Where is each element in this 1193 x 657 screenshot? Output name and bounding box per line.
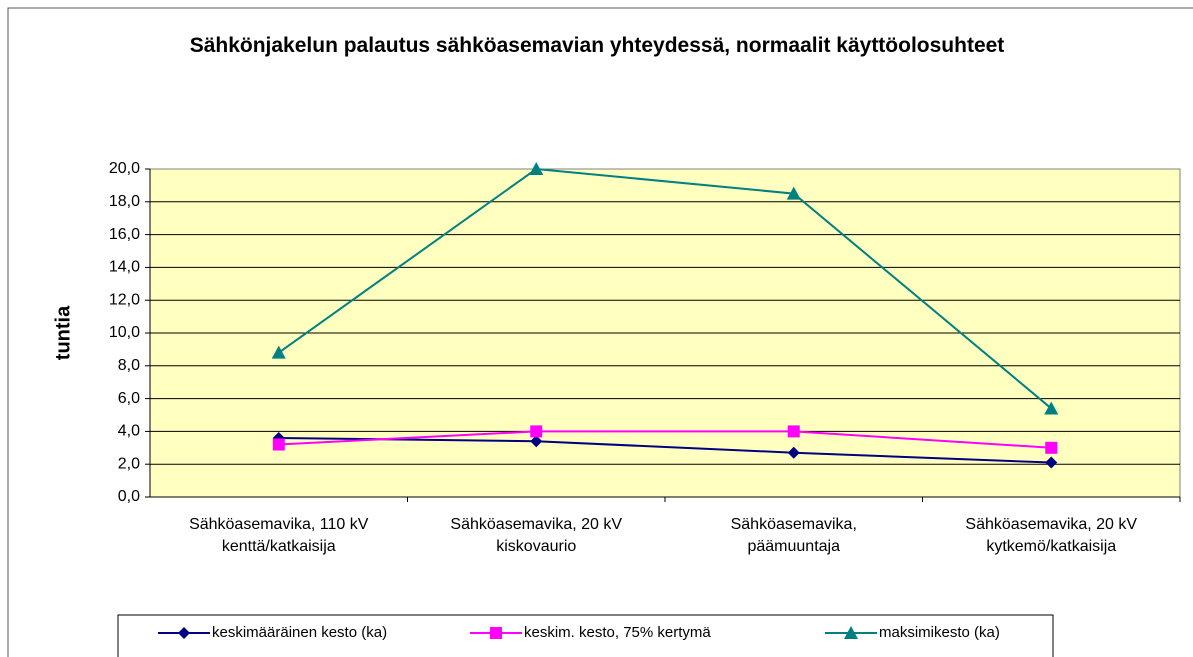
x-tick-label: Sähköasemavika, 110 kV (189, 516, 369, 533)
marker (844, 626, 858, 639)
marker (272, 438, 285, 451)
x-tick-label: päämuuntaja (747, 538, 840, 555)
y-tick-label: 14,0 (109, 259, 140, 276)
y-tick-label: 10,0 (109, 324, 140, 341)
y-axis-label: tuntia (52, 305, 74, 360)
series-line (278, 167, 1052, 410)
y-tick-label: 6,0 (118, 390, 140, 407)
marker (530, 435, 543, 448)
y-tick-label: 18,0 (109, 193, 140, 210)
legend-label: keskim. kesto, 75% kertymä (524, 624, 711, 641)
marker (530, 425, 543, 438)
marker (271, 345, 286, 359)
marker (490, 627, 502, 639)
x-tick-label: kiskovaurio (496, 538, 576, 555)
y-tick-label: 16,0 (109, 226, 140, 243)
legend-label: keskimääräinen kesto (ka) (212, 624, 387, 641)
y-tick-label: 8,0 (118, 357, 140, 374)
chart-title: Sähkönjakelun palautus sähköasemavian yh… (189, 34, 1005, 57)
marker (786, 186, 801, 200)
y-tick-label: 20,0 (109, 160, 140, 177)
marker (1044, 401, 1059, 415)
y-tick-label: 0,0 (118, 488, 140, 505)
marker (1045, 441, 1058, 454)
marker (1045, 456, 1058, 469)
marker (529, 162, 544, 175)
x-tick-label: kytkemö/katkaisija (986, 538, 1116, 555)
marker (787, 425, 800, 438)
x-tick-label: kenttä/katkaisija (222, 538, 336, 555)
x-tick-label: Sähköasemavika, 20 kV (965, 516, 1137, 533)
series-line (278, 436, 1052, 464)
marker (787, 446, 800, 459)
series-line (278, 430, 1052, 449)
marker (178, 627, 190, 639)
legend (117, 614, 1054, 657)
y-tick-label: 2,0 (118, 455, 140, 472)
legend-label: maksimikesto (ka) (879, 624, 1000, 641)
x-tick-label: Sähköasemavika, (731, 516, 857, 533)
y-tick-label: 4,0 (118, 423, 140, 440)
y-tick-label: 12,0 (109, 291, 140, 308)
x-tick-label: Sähköasemavika, 20 kV (450, 516, 622, 533)
